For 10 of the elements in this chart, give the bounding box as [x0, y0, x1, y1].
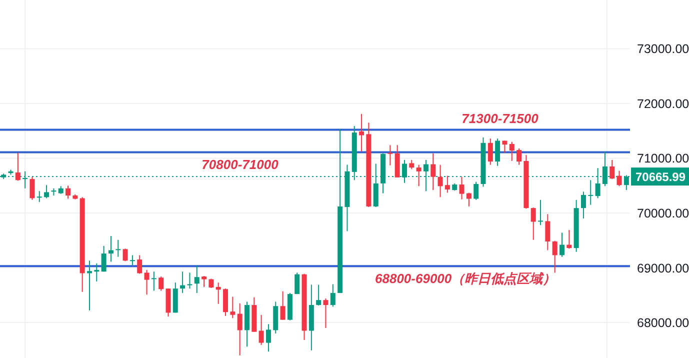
y-tick-label: 68000.00: [637, 316, 689, 330]
y-tick-label: 73000.00: [637, 42, 689, 56]
y-tick-label: 70000.00: [637, 206, 689, 221]
ref-line-label: 70665.99: [635, 170, 686, 184]
annotation: 71300-71500: [462, 110, 540, 126]
y-tick-label: 71000.00: [637, 152, 689, 166]
annotation: 70800-71000: [202, 157, 280, 172]
y-tick-label: 72000.00: [637, 96, 689, 111]
y-tick-label: 69000.00: [637, 261, 689, 276]
annotation: 68800-69000（昨日低点区域）: [375, 271, 556, 286]
